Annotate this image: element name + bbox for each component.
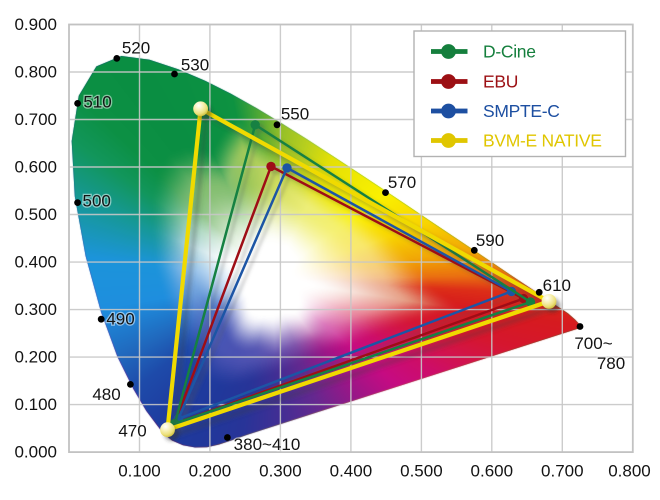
svg-text:EBU: EBU <box>483 72 518 92</box>
svg-text:780: 780 <box>597 354 625 373</box>
svg-text:0.200: 0.200 <box>14 348 57 367</box>
svg-text:0.400: 0.400 <box>330 462 373 481</box>
svg-text:0.900: 0.900 <box>14 15 57 34</box>
svg-text:530: 530 <box>181 55 209 74</box>
svg-text:0.100: 0.100 <box>118 462 161 481</box>
svg-text:0.500: 0.500 <box>14 205 57 224</box>
svg-text:0.600: 0.600 <box>14 158 57 177</box>
svg-text:700~: 700~ <box>574 334 612 353</box>
svg-text:0.500: 0.500 <box>400 462 443 481</box>
svg-text:0.400: 0.400 <box>14 253 57 272</box>
svg-text:590: 590 <box>476 231 504 250</box>
svg-text:SMPTE-C: SMPTE-C <box>483 101 560 121</box>
svg-text:0.600: 0.600 <box>471 462 514 481</box>
svg-text:470: 470 <box>118 422 146 441</box>
svg-text:0.200: 0.200 <box>189 462 232 481</box>
svg-text:0.000: 0.000 <box>14 443 57 462</box>
svg-text:0.300: 0.300 <box>259 462 302 481</box>
svg-text:BVM-E NATIVE: BVM-E NATIVE <box>483 131 602 151</box>
svg-text:610: 610 <box>543 276 571 295</box>
svg-text:380~410: 380~410 <box>234 435 301 454</box>
svg-text:0.800: 0.800 <box>608 462 651 481</box>
svg-text:0.700: 0.700 <box>541 462 584 481</box>
svg-text:490: 490 <box>106 310 134 329</box>
svg-text:520: 520 <box>122 39 150 58</box>
svg-text:510: 510 <box>83 92 111 111</box>
svg-text:480: 480 <box>92 385 120 404</box>
svg-text:0.800: 0.800 <box>14 63 57 82</box>
svg-text:550: 550 <box>281 104 309 123</box>
svg-text:0.700: 0.700 <box>14 110 57 129</box>
svg-text:570: 570 <box>388 173 416 192</box>
svg-text:0.100: 0.100 <box>14 395 57 414</box>
svg-text:D-Cine: D-Cine <box>483 42 536 62</box>
svg-text:500: 500 <box>83 192 111 211</box>
svg-text:0.300: 0.300 <box>14 300 57 319</box>
